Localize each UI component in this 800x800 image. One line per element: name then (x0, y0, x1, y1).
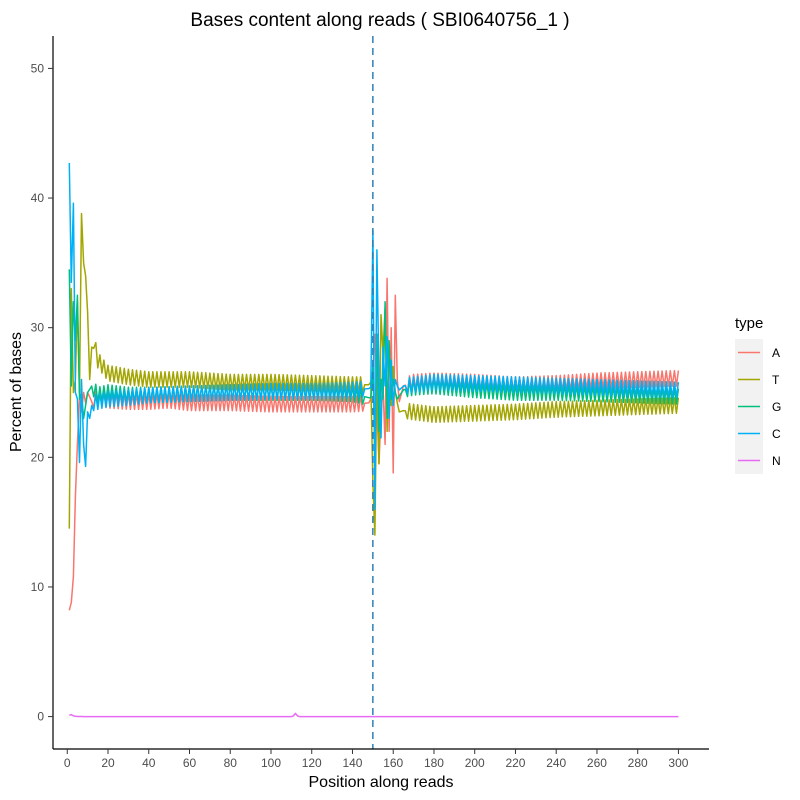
legend-label-T: T (772, 373, 780, 387)
x-tick-label: 180 (424, 756, 444, 770)
y-tick-label: 20 (31, 450, 45, 464)
x-axis-title: Position along reads (309, 774, 454, 791)
series-line-T (68, 212, 680, 536)
y-axis-ticks: 0 10 20 30 40 50 (31, 61, 53, 724)
y-tick-label: 10 (31, 580, 45, 594)
legend-title: type (735, 315, 763, 332)
series-line-C (68, 162, 680, 510)
x-tick-label: 60 (183, 756, 197, 770)
y-tick-label: 0 (37, 710, 44, 724)
x-tick-label: 120 (302, 756, 322, 770)
plot-area (68, 36, 680, 749)
y-tick-label: 30 (31, 321, 45, 335)
x-tick-label: 220 (505, 756, 525, 770)
x-tick-label: 160 (383, 756, 403, 770)
x-tick-label: 0 (64, 756, 71, 770)
x-axis-ticks: 0 20 40 60 80 100 120 140 160 180 200 220 240 260 280 3… (64, 749, 689, 770)
y-tick-label: 40 (31, 191, 45, 205)
series-line-N (69, 712, 679, 718)
legend-label-G: G (772, 400, 781, 414)
chart-title: Bases content along reads ( SBI0640756_1… (190, 10, 569, 31)
legend-label-C: C (772, 427, 781, 441)
legend-label-A: A (772, 346, 780, 360)
x-tick-label: 140 (342, 756, 362, 770)
x-tick-label: 200 (465, 756, 485, 770)
x-tick-label: 80 (224, 756, 238, 770)
x-tick-label: 20 (101, 756, 115, 770)
x-tick-label: 100 (261, 756, 281, 770)
x-tick-label: 240 (546, 756, 566, 770)
y-axis-title: Percent of bases (8, 332, 25, 452)
legend-label-N: N (772, 454, 781, 468)
x-tick-label: 260 (587, 756, 607, 770)
x-tick-label: 300 (668, 756, 688, 770)
y-tick-label: 50 (31, 61, 45, 75)
x-tick-label: 40 (142, 756, 156, 770)
x-tick-label: 280 (628, 756, 648, 770)
